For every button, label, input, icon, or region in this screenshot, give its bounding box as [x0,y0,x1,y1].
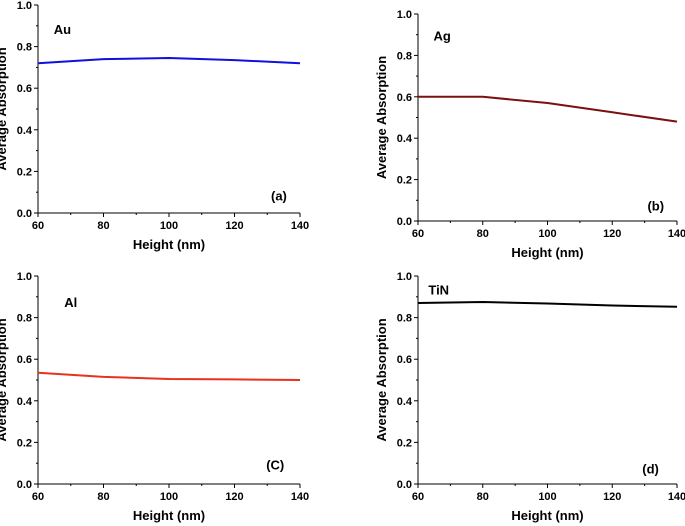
x-tick-label: 60 [32,491,44,503]
y-tick-label: 0.6 [17,83,32,95]
y-tick-label: 0.2 [17,437,32,449]
x-axis-title: Height (nm) [511,245,583,260]
panel-tag: (a) [271,189,287,204]
x-tick-label: 100 [160,491,178,503]
y-tick-label: 0.6 [397,92,412,104]
y-tick-label: 1.0 [17,271,32,283]
x-axis-title: Height (nm) [511,508,583,523]
y-axis-title: Average Absorption [374,56,389,179]
chart-panel-ag: 0.0 0.2 0.4 0.6 0.8 1.0 60 80 100 120 140 Height (n… [374,9,685,260]
y-tick-label: 1.0 [397,271,412,283]
y-tick-label: 0.4 [397,133,413,145]
y-tick-label: 0.0 [397,216,412,228]
y-tick-label: 1.0 [397,9,412,21]
y-axis-title: Average Absorption [0,47,9,170]
x-tick-label: 100 [160,220,178,232]
y-tick-label: 0.2 [17,166,32,178]
x-tick-label: 80 [97,220,109,232]
y-tick-label: 0.4 [17,125,33,137]
x-tick-label: 60 [412,491,424,503]
y-tick-label: 0.2 [397,437,412,449]
y-tick-label: 0.4 [397,396,413,408]
x-tick-label: 100 [538,491,556,503]
chart-panel-tin: 0.0 0.2 0.4 0.6 0.8 1.0 60 80 100 120 140 Height (n… [374,271,685,523]
series-line-tin [417,301,678,308]
x-tick-label: 120 [225,220,243,232]
x-tick-label: 120 [603,228,621,240]
y-axis-title: Average Absorption [0,318,9,441]
x-tick-label: 60 [412,228,424,240]
x-tick-label: 140 [291,491,309,503]
y-tick-label: 0.6 [397,354,412,366]
chart-panel-al: 0.0 0.2 0.4 0.6 0.8 1.0 60 80 100 120 140 Height (n… [0,271,309,523]
series-line-au [37,57,301,65]
x-axis-title: Height (nm) [133,237,205,252]
material-label: Ag [434,29,451,44]
x-tick-label: 100 [538,228,556,240]
x-tick-label: 80 [477,228,489,240]
x-tick-label: 140 [668,491,685,503]
y-tick-label: 0.4 [17,396,33,408]
y-tick-label: 1.0 [17,0,32,12]
x-tick-label: 140 [668,228,685,240]
material-label: TiN [428,282,449,297]
y-tick-label: 0.8 [397,50,412,62]
x-tick-label: 120 [603,491,621,503]
chart-panel-au: 0.0 0.2 0.4 0.6 0.8 1.0 60 80 100 120 140 Height (n… [0,0,309,252]
panel-tag: (C) [266,457,284,472]
y-axis-title: Average Absorption [374,318,389,441]
x-tick-label: 80 [97,491,109,503]
material-label: Au [54,22,71,37]
x-axis-title: Height (nm) [133,508,205,523]
y-tick-label: 0.8 [17,42,32,54]
x-tick-label: 60 [32,220,44,232]
y-tick-label: 0.8 [397,313,412,325]
x-tick-label: 120 [225,491,243,503]
y-tick-label: 0.6 [17,354,32,366]
y-tick-label: 0.0 [397,479,412,491]
x-tick-label: 80 [477,491,489,503]
y-tick-label: 0.0 [17,479,32,491]
y-tick-label: 0.8 [17,313,32,325]
y-tick-label: 0.0 [17,208,32,220]
y-tick-label: 0.2 [397,175,412,187]
x-tick-label: 140 [291,220,309,232]
series-line-ag [418,95,678,123]
material-label: Al [64,295,77,310]
panel-tag: (b) [647,199,664,214]
panel-tag: (d) [642,462,659,477]
series-line-al [37,371,301,381]
